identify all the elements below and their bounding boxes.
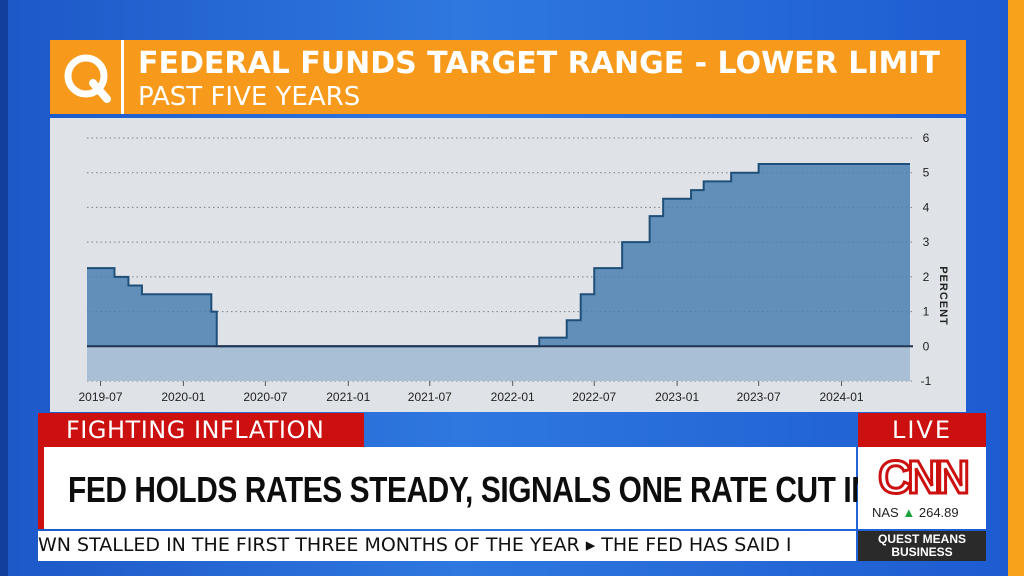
y-tick-label: -1 (921, 374, 932, 388)
graphic-title: FEDERAL FUNDS TARGET RANGE - LOWER LIMIT (138, 46, 940, 81)
y-tick-label: 3 (923, 235, 930, 249)
y-tick-label: 5 (923, 166, 930, 180)
chart-y-ticks: 6 5 4 3 2 1 0 -1 (921, 131, 932, 388)
stock-label: NAS (872, 505, 899, 520)
left-edge-accent (0, 0, 8, 576)
below-zero-shade (87, 346, 910, 381)
crawl-text: WN STALLED IN THE FIRST THREE MONTHS OF … (38, 534, 792, 556)
news-crawl: WN STALLED IN THE FIRST THREE MONTHS OF … (38, 531, 856, 561)
stock-ticker: NAS ▲ 264.89 (872, 505, 959, 520)
x-tick-label: 2023-01 (655, 390, 699, 404)
y-tick-label: 6 (923, 131, 930, 145)
headline-banner: FED HOLDS RATES STEADY, SIGNALS ONE RATE… (38, 447, 946, 529)
quest-q-logo-icon (52, 40, 124, 114)
chart-x-ticks: 2019-07 2020-01 2020-07 2021-01 2021-07 2022-… (78, 381, 864, 404)
cnn-logo-icon: CNN (877, 451, 973, 501)
kicker-text: FIGHTING INFLATION (66, 416, 325, 444)
x-tick-label: 2020-07 (243, 390, 287, 404)
x-tick-label: 2024-01 (820, 390, 864, 404)
cnn-logo-text: CNN (878, 451, 967, 501)
up-arrow-icon: ▲ (902, 505, 916, 520)
y-tick-label: 0 (923, 339, 930, 353)
right-edge-accent (1008, 0, 1024, 576)
rate-chart: 6 5 4 3 2 1 0 -1 2019-07 2020-01 2020-07 2021-01 20… (50, 118, 966, 412)
stock-value: 264.89 (918, 505, 959, 520)
x-tick-label: 2020-01 (161, 390, 205, 404)
show-brand: QUEST MEANS BUSINESS (858, 531, 986, 561)
live-text: LIVE (891, 416, 953, 444)
live-badge: LIVE (858, 413, 986, 447)
y-tick-label: 4 (923, 200, 930, 214)
kicker-banner: FIGHTING INFLATION (38, 413, 364, 447)
graphic-title-bar (50, 40, 966, 114)
graphic-subtitle: PAST FIVE YEARS (138, 82, 361, 112)
y-axis-label: PERCENT (937, 266, 949, 326)
x-tick-label: 2022-01 (491, 390, 535, 404)
rate-line (87, 163, 910, 348)
x-tick-label: 2019-07 (78, 390, 122, 404)
x-tick-label: 2022-07 (572, 390, 616, 404)
chart-area-layer (87, 163, 913, 381)
x-tick-label: 2023-07 (737, 390, 781, 404)
x-tick-label: 2021-01 (326, 390, 370, 404)
x-tick-label: 2021-07 (408, 390, 452, 404)
rate-area (87, 164, 910, 347)
network-bug: CNN NAS ▲ 264.89 (858, 447, 986, 529)
show-brand-line1: QUEST MEANS (877, 532, 966, 546)
headline-text: FED HOLDS RATES STEADY, SIGNALS ONE RATE… (68, 469, 946, 510)
y-tick-label: 2 (923, 270, 930, 284)
y-tick-label: 1 (923, 305, 930, 319)
show-brand-line2: BUSINESS (891, 545, 953, 559)
